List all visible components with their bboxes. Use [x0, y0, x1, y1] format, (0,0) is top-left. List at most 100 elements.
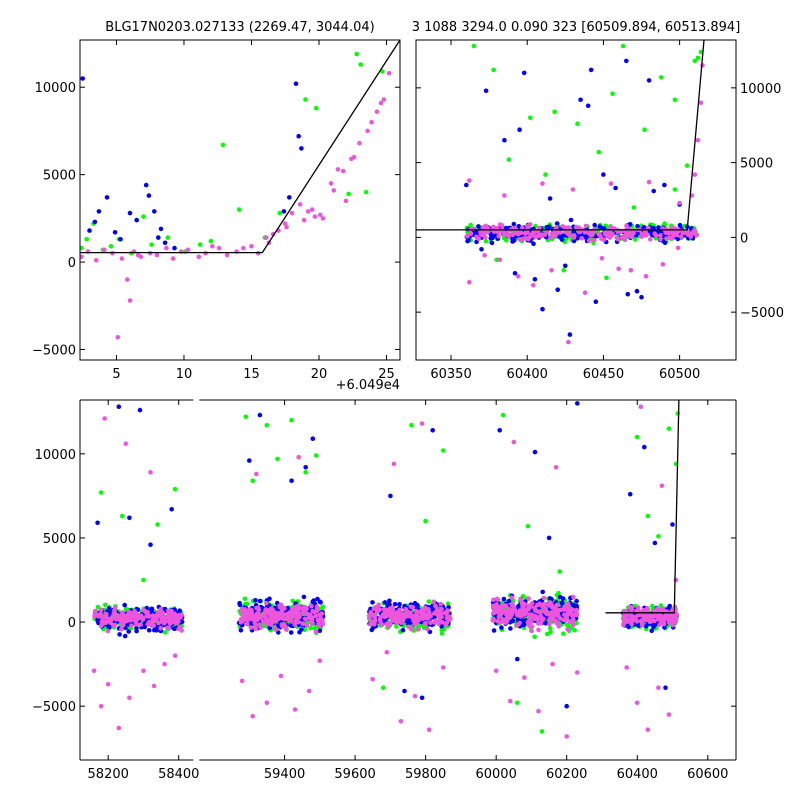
data-point — [441, 448, 446, 453]
data-point — [162, 661, 167, 667]
data-point — [467, 178, 472, 183]
data-point — [410, 605, 416, 610]
data-point — [663, 685, 668, 690]
data-point — [543, 621, 549, 626]
data-point — [553, 618, 558, 623]
data-point — [695, 137, 701, 143]
data-point — [432, 611, 438, 616]
data-point — [358, 62, 364, 67]
data-point — [380, 69, 385, 74]
data-point — [616, 266, 621, 272]
data-point — [164, 245, 169, 251]
data-point — [517, 620, 522, 626]
x-tick-label: 10 — [176, 367, 193, 382]
data-point — [171, 626, 177, 631]
data-point — [162, 240, 168, 246]
data-point — [497, 257, 503, 263]
data-point — [170, 256, 176, 261]
x-tick-label: 58200 — [88, 767, 129, 782]
data-point — [249, 244, 254, 249]
data-point — [634, 434, 640, 440]
data-point — [406, 624, 411, 630]
data-point — [540, 181, 545, 186]
data-point — [662, 240, 668, 246]
data-point — [504, 612, 509, 617]
data-point — [172, 653, 178, 658]
data-point — [511, 221, 517, 227]
top-right-panel: 3 1088 3294.0 0.090 323 [60509.894, 6051… — [412, 20, 784, 382]
data-point — [288, 630, 294, 635]
data-point — [536, 621, 541, 626]
data-point — [397, 602, 402, 607]
data-point — [120, 513, 125, 519]
data-point — [561, 631, 566, 636]
data-point — [698, 100, 704, 106]
data-point — [110, 251, 115, 256]
data-point — [80, 76, 85, 81]
data-point — [197, 242, 203, 247]
data-point — [645, 727, 651, 732]
data-point — [421, 609, 426, 615]
data-point — [282, 221, 288, 226]
data-point — [289, 417, 294, 423]
data-point — [304, 622, 310, 628]
data-point — [138, 622, 143, 627]
data-point — [284, 224, 289, 230]
data-point — [647, 612, 653, 618]
data-point — [126, 609, 132, 614]
top-left-axes-frame — [79, 39, 401, 361]
data-point — [319, 605, 325, 611]
data-point — [483, 238, 489, 244]
data-point — [384, 607, 390, 613]
data-point — [152, 209, 157, 214]
data-point — [631, 205, 637, 210]
data-point — [257, 622, 262, 627]
data-point — [118, 237, 123, 242]
data-point — [303, 97, 308, 102]
x-tick-label: 58400 — [158, 767, 199, 782]
data-point — [529, 600, 535, 606]
data-point — [536, 627, 541, 633]
data-point — [478, 230, 483, 235]
data-point — [500, 412, 506, 418]
data-point — [312, 609, 317, 615]
data-point — [314, 453, 319, 458]
data-point — [627, 222, 633, 227]
data-point — [511, 439, 517, 445]
data-point — [564, 622, 570, 628]
data-point — [503, 620, 508, 625]
data-point — [93, 608, 98, 614]
data-point — [168, 609, 173, 614]
data-point — [659, 619, 664, 624]
data-point — [378, 100, 384, 106]
data-point — [468, 231, 474, 237]
data-point — [303, 470, 308, 475]
data-point — [300, 621, 305, 626]
data-point — [540, 589, 545, 595]
data-point — [303, 465, 308, 470]
data-point — [508, 626, 513, 631]
data-point — [525, 523, 531, 529]
data-point — [210, 244, 215, 249]
data-point — [546, 600, 552, 605]
data-point — [309, 617, 315, 623]
data-point — [91, 668, 97, 674]
data-point — [601, 172, 606, 177]
data-point — [272, 626, 278, 631]
data-point — [122, 602, 127, 608]
data-point — [557, 569, 562, 574]
data-point — [275, 617, 280, 622]
data-point — [465, 234, 470, 239]
data-point — [692, 58, 698, 64]
data-point — [371, 622, 377, 627]
data-point — [624, 223, 629, 229]
data-point — [127, 298, 133, 303]
data-point — [573, 224, 579, 230]
data-point — [562, 604, 568, 609]
data-point — [371, 613, 377, 618]
y-tick-label: −5000 — [740, 306, 784, 321]
data-point — [646, 225, 651, 231]
data-point — [239, 678, 245, 684]
data-point — [311, 598, 316, 603]
data-point — [536, 609, 541, 615]
